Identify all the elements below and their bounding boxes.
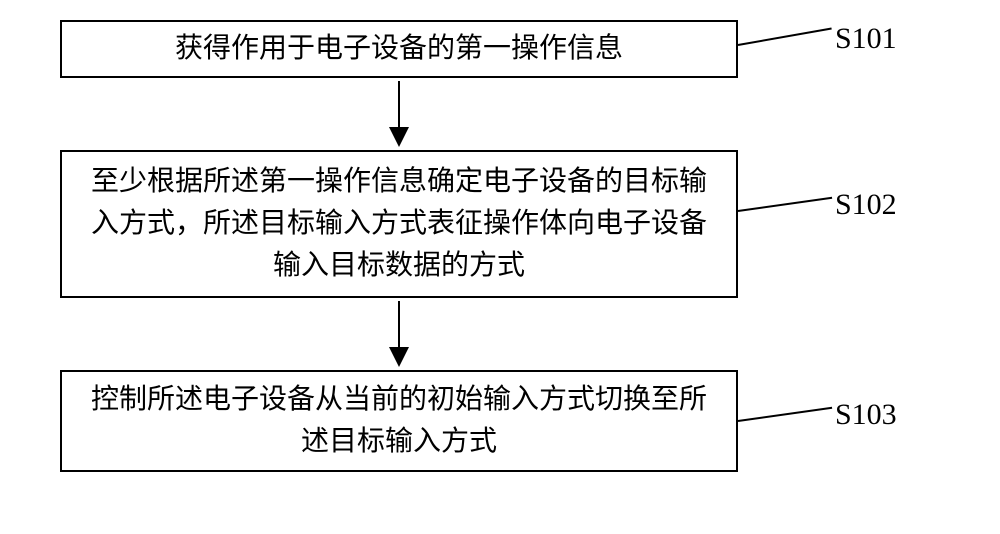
flowchart-node-s101: 获得作用于电子设备的第一操作信息	[60, 20, 738, 78]
node-label-s102: S102	[835, 188, 897, 222]
arrow-icon	[389, 301, 409, 367]
node-text: 至少根据所述第一操作信息确定电子设备的目标输入方式，所述目标输入方式表征操作体向…	[82, 161, 716, 287]
arrow-2	[60, 298, 738, 370]
flowchart-node-s103: 控制所述电子设备从当前的初始输入方式切换至所述目标输入方式	[60, 370, 738, 472]
node-label-s101: S101	[835, 22, 897, 56]
node-text: 获得作用于电子设备的第一操作信息	[175, 28, 623, 70]
arrow-icon	[389, 81, 409, 147]
flowchart-container: 获得作用于电子设备的第一操作信息 至少根据所述第一操作信息确定电子设备的目标输入…	[60, 20, 940, 472]
flowchart-node-s102: 至少根据所述第一操作信息确定电子设备的目标输入方式，所述目标输入方式表征操作体向…	[60, 150, 738, 298]
node-label-s103: S103	[835, 398, 897, 432]
arrow-1	[60, 78, 738, 150]
node-text: 控制所述电子设备从当前的初始输入方式切换至所述目标输入方式	[82, 379, 716, 463]
